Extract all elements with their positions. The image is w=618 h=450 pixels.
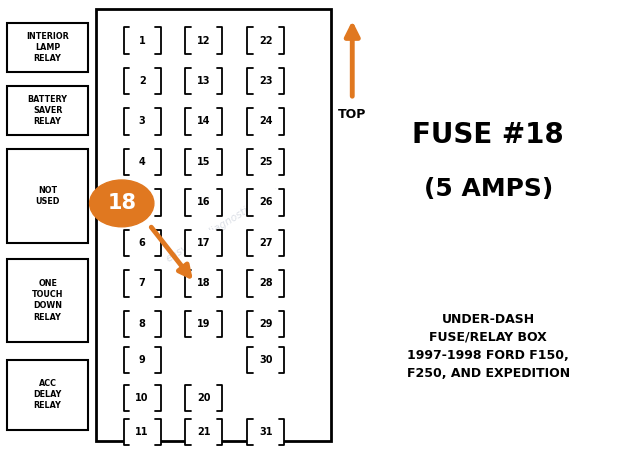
Text: 11: 11: [135, 427, 149, 437]
Text: 25: 25: [259, 157, 273, 167]
Text: 23: 23: [259, 76, 273, 86]
Text: NOT
USED: NOT USED: [35, 186, 60, 206]
Text: 5: 5: [139, 198, 145, 207]
Bar: [247, 149, 284, 175]
Bar: [124, 230, 161, 256]
Text: FUSE #18: FUSE #18: [412, 121, 564, 149]
Bar: [247, 230, 284, 256]
Bar: [185, 27, 222, 54]
Bar: [247, 419, 284, 445]
Bar: [247, 189, 284, 216]
Text: 18: 18: [197, 279, 211, 288]
Text: 3: 3: [139, 117, 145, 126]
Text: 13: 13: [197, 76, 211, 86]
Bar: [185, 419, 222, 445]
Text: 7: 7: [139, 279, 145, 288]
Text: BATTERY
SAVER
RELAY: BATTERY SAVER RELAY: [28, 94, 67, 126]
Text: 1: 1: [139, 36, 145, 45]
Text: 10: 10: [135, 393, 149, 403]
Bar: [185, 189, 222, 216]
Text: 21: 21: [197, 427, 211, 437]
Text: 15: 15: [197, 157, 211, 167]
Text: 9: 9: [139, 355, 145, 365]
Bar: [96, 9, 331, 441]
Bar: [7, 148, 88, 243]
Text: 30: 30: [259, 355, 273, 365]
Circle shape: [90, 180, 154, 227]
Bar: [247, 270, 284, 297]
Bar: [185, 311, 222, 337]
Text: 2: 2: [139, 76, 145, 86]
Bar: [185, 149, 222, 175]
Bar: [124, 68, 161, 94]
Text: 27: 27: [259, 238, 273, 248]
Text: UNDER-DASH
FUSE/RELAY BOX
1997-1998 FORD F150,
F250, AND EXPEDITION: UNDER-DASH FUSE/RELAY BOX 1997-1998 FORD…: [407, 313, 570, 380]
Text: 12: 12: [197, 36, 211, 45]
Bar: [124, 270, 161, 297]
Text: 18: 18: [108, 194, 136, 213]
Bar: [247, 311, 284, 337]
Text: 8: 8: [138, 319, 146, 329]
Bar: [247, 347, 284, 373]
Text: 4: 4: [139, 157, 145, 167]
Text: ACC
DELAY
RELAY: ACC DELAY RELAY: [33, 379, 62, 410]
Text: TOP: TOP: [338, 108, 366, 121]
Text: INTERIOR
LAMP
RELAY: INTERIOR LAMP RELAY: [26, 32, 69, 63]
Bar: [7, 86, 88, 135]
Bar: [7, 259, 88, 342]
Bar: [124, 189, 161, 216]
Bar: [185, 385, 222, 411]
Bar: [185, 270, 222, 297]
Bar: [124, 419, 161, 445]
Text: 19: 19: [197, 319, 211, 329]
Bar: [185, 68, 222, 94]
Bar: [247, 68, 284, 94]
Text: 26: 26: [259, 198, 273, 207]
Bar: [124, 385, 161, 411]
Bar: [247, 27, 284, 54]
Text: 29: 29: [259, 319, 273, 329]
Bar: [247, 108, 284, 135]
Text: ONE
TOUCH
DOWN
RELAY: ONE TOUCH DOWN RELAY: [32, 279, 63, 321]
Bar: [7, 360, 88, 430]
Text: 16: 16: [197, 198, 211, 207]
Text: 14: 14: [197, 117, 211, 126]
Text: 31: 31: [259, 427, 273, 437]
Bar: [185, 108, 222, 135]
Bar: [124, 108, 161, 135]
Text: easyautodiagnostics.com: easyautodiagnostics.com: [164, 186, 281, 264]
Text: 22: 22: [259, 36, 273, 45]
Bar: [124, 347, 161, 373]
Bar: [185, 230, 222, 256]
Bar: [7, 22, 88, 72]
Bar: [124, 149, 161, 175]
Bar: [124, 27, 161, 54]
Text: (5 AMPS): (5 AMPS): [423, 177, 553, 201]
Text: 24: 24: [259, 117, 273, 126]
Text: 28: 28: [259, 279, 273, 288]
Text: 20: 20: [197, 393, 211, 403]
Text: 6: 6: [139, 238, 145, 248]
Text: 17: 17: [197, 238, 211, 248]
Bar: [124, 311, 161, 337]
